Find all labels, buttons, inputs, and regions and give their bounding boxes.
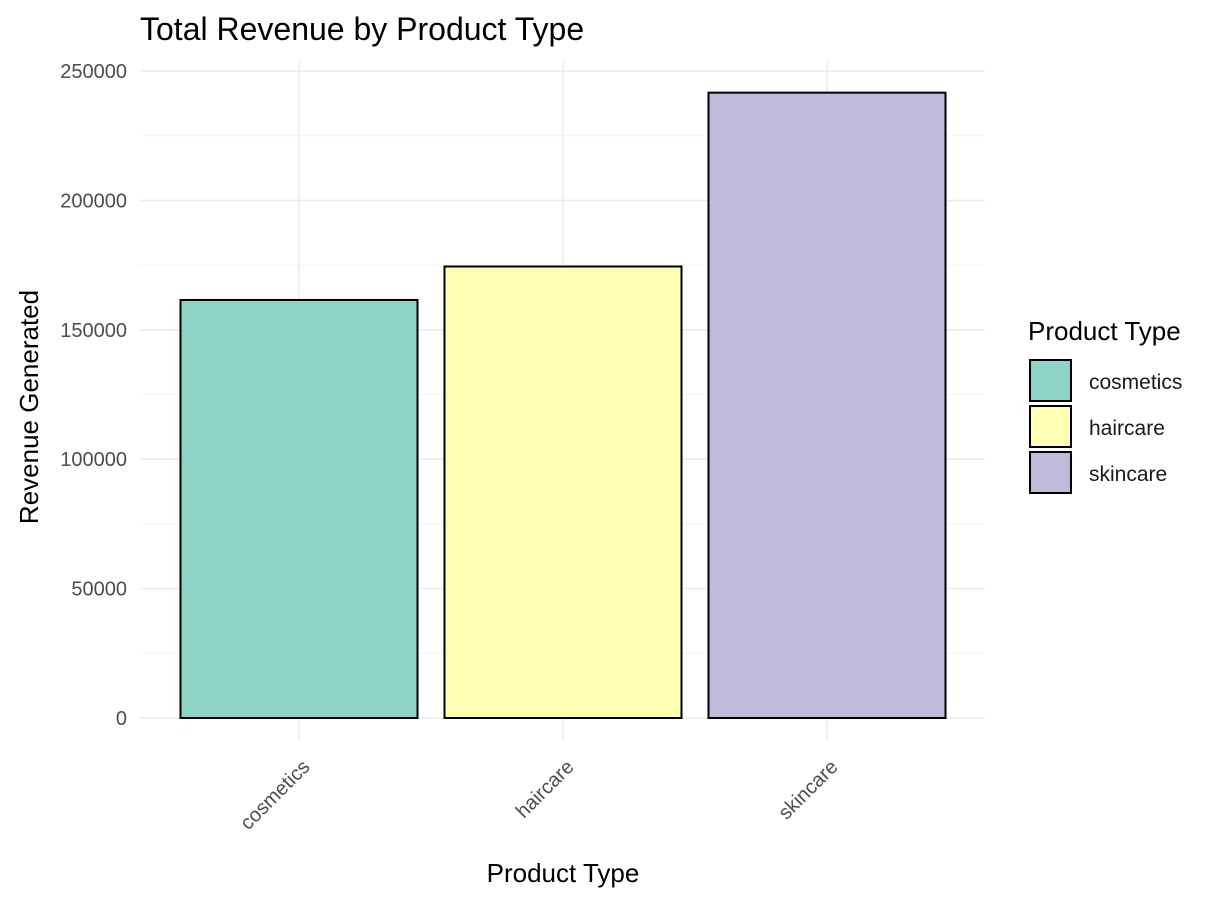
- legend-label-skincare: skincare: [1089, 463, 1167, 486]
- y-tick-label: 100000: [60, 449, 127, 471]
- legend: Product Type cosmetics haircare skincare: [1028, 316, 1182, 494]
- legend-swatch-cosmetics: [1029, 359, 1072, 402]
- y-axis-ticks: 0 50000 100000 150000 200000 250000: [60, 61, 127, 730]
- y-axis-title: Revenue Generated: [14, 290, 44, 524]
- bar-skincare: [707, 91, 947, 719]
- legend-swatch-skincare: [1029, 451, 1072, 494]
- x-tick-label-cosmetics: cosmetics: [236, 756, 314, 834]
- legend-title: Product Type: [1028, 316, 1181, 346]
- legend-items: cosmetics haircare skincare: [1029, 359, 1182, 494]
- chart-title: Total Revenue by Product Type: [140, 11, 584, 47]
- bar-haircare: [443, 265, 683, 719]
- y-tick-label: 50000: [71, 579, 127, 601]
- legend-label-haircare: haircare: [1089, 417, 1165, 440]
- y-tick-label: 0: [116, 708, 127, 730]
- y-tick-label: 200000: [60, 190, 127, 212]
- bar-cosmetics: [179, 298, 419, 719]
- x-tick-label-skincare: skincare: [774, 756, 842, 824]
- legend-label-cosmetics: cosmetics: [1089, 371, 1182, 394]
- x-axis-title: Product Type: [487, 858, 640, 888]
- x-axis-ticks: cosmetics haircare skincare: [236, 756, 842, 834]
- y-tick-label: 250000: [60, 61, 127, 83]
- x-tick-label-haircare: haircare: [512, 756, 579, 823]
- legend-swatch-haircare: [1029, 405, 1072, 448]
- bars: [179, 91, 947, 719]
- y-tick-label: 150000: [60, 320, 127, 342]
